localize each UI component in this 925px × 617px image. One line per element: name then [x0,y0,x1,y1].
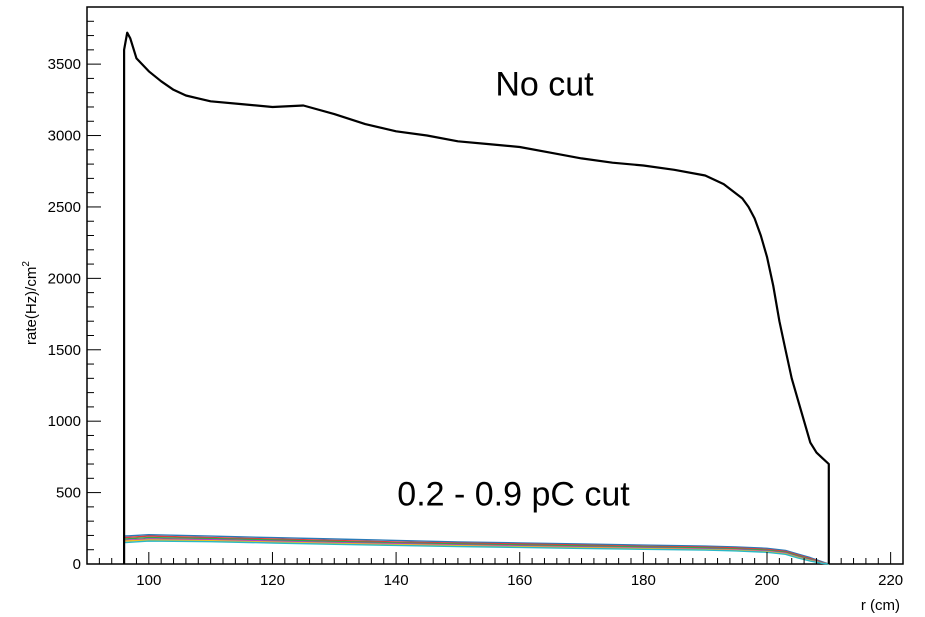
x-tick-label: 220 [878,572,903,589]
x-tick-label: 180 [631,572,656,589]
annotation-label-0: No cut [495,66,594,104]
series-line-6 [123,540,829,565]
y-tick-label: 3000 [48,128,81,145]
y-axis-title-superscript: 2 [21,261,32,267]
x-tick-label: 200 [754,572,779,589]
x-tick-label: 120 [260,572,285,589]
x-axis-title: r (cm) [861,597,900,614]
y-tick-label: 1500 [48,342,81,359]
y-tick-label: 3500 [48,56,81,73]
annotation-label-1: 0.2 - 0.9 pC cut [397,475,630,513]
annotations-layer: No cut 0.2 - 0.9 pC cut [397,66,630,514]
y-axis-title-text: rate(Hz)/cm [23,267,40,345]
y-axis: 0 500 1000 1500 2000 2500 3000 3500 [48,6,101,573]
y-axis-title: rate(Hz)/cm2 [21,261,40,345]
y-tick-label: 0 [73,556,81,573]
y-tick-label: 2000 [48,270,81,287]
x-axis: 100 120 140 160 180 200 220 [86,552,904,589]
x-tick-label: 160 [507,572,532,589]
y-tick-label: 500 [56,485,81,502]
series-line-0 [123,31,830,564]
series-line-3 [123,536,829,565]
y-tick-label: 1000 [48,413,81,430]
x-tick-label: 140 [384,572,409,589]
series-line-1 [123,534,830,565]
x-tick-label: 100 [136,572,161,589]
y-tick-label: 2500 [48,199,81,216]
series-layer [123,31,830,565]
series-line-2 [123,535,829,565]
